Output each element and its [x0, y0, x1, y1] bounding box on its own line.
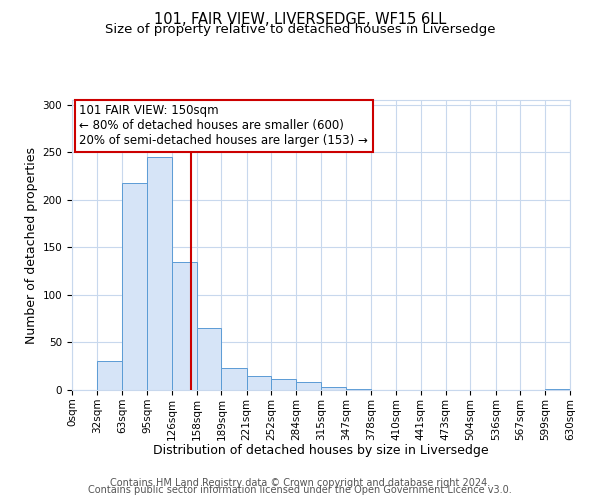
X-axis label: Distribution of detached houses by size in Liversedge: Distribution of detached houses by size …	[153, 444, 489, 457]
Text: Contains HM Land Registry data © Crown copyright and database right 2024.: Contains HM Land Registry data © Crown c…	[110, 478, 490, 488]
Bar	[321, 387, 346, 390]
Bar	[122, 182, 147, 390]
Text: Contains public sector information licensed under the Open Government Licence v3: Contains public sector information licen…	[88, 485, 512, 495]
Bar	[271, 378, 296, 390]
Text: Size of property relative to detached houses in Liversedge: Size of property relative to detached ho…	[105, 22, 495, 36]
Bar	[545, 389, 570, 390]
Bar	[247, 376, 271, 390]
Bar	[296, 382, 321, 390]
Bar	[221, 368, 247, 390]
Text: 101 FAIR VIEW: 150sqm
← 80% of detached houses are smaller (600)
20% of semi-det: 101 FAIR VIEW: 150sqm ← 80% of detached …	[79, 104, 368, 148]
Bar	[147, 157, 172, 390]
Text: 101, FAIR VIEW, LIVERSEDGE, WF15 6LL: 101, FAIR VIEW, LIVERSEDGE, WF15 6LL	[154, 12, 446, 28]
Bar	[97, 362, 122, 390]
Y-axis label: Number of detached properties: Number of detached properties	[25, 146, 38, 344]
Bar	[197, 328, 221, 390]
Bar	[346, 389, 371, 390]
Bar	[172, 262, 197, 390]
